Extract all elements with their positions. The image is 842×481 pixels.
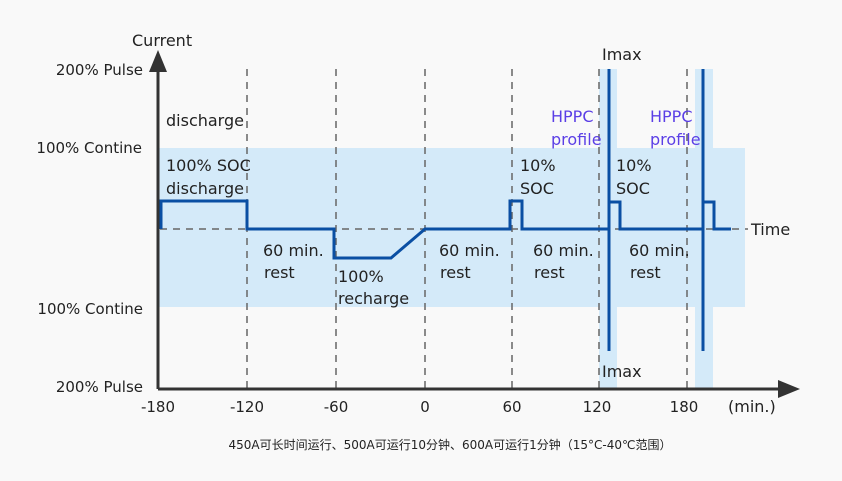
soc-label: SOC xyxy=(616,179,650,198)
hppc-profile-label: HPPC xyxy=(650,107,693,126)
x-axis-unit: (min.) xyxy=(728,397,776,416)
y-axis-title: Current xyxy=(132,31,192,50)
x-tick: 0 xyxy=(420,398,430,416)
discharge-label: discharge xyxy=(166,111,244,130)
recharge-label: recharge xyxy=(338,289,409,308)
rest-label: rest xyxy=(440,263,471,282)
rest-label: 60 min. xyxy=(439,241,500,260)
y-label-pulse-bottom: 200% Pulse xyxy=(56,378,143,396)
x-tick: 120 xyxy=(583,398,612,416)
caption: 450A可长时间运行、500A可运行10分钟、600A可运行1分钟（15°C-4… xyxy=(229,437,672,452)
x-tick: 60 xyxy=(502,398,521,416)
x-tick: -180 xyxy=(141,398,175,416)
x-tick: -60 xyxy=(324,398,349,416)
soc-discharge-label: discharge xyxy=(166,179,244,198)
x-axis-arrow xyxy=(778,380,800,398)
imax-bottom-label: Imax xyxy=(602,362,642,381)
rest-label: rest xyxy=(630,263,661,282)
soc-label: 10% xyxy=(520,156,556,175)
hppc-profile-label: HPPC xyxy=(551,107,594,126)
imax-top-label: Imax xyxy=(602,45,642,64)
soc-label: 10% xyxy=(616,156,652,175)
x-tick: 180 xyxy=(670,398,699,416)
hppc-profile-label: profile xyxy=(551,130,602,149)
x-axis-title: Time xyxy=(750,220,790,239)
rest-label: rest xyxy=(534,263,565,282)
y-label-continuous-bottom: 100% Contine xyxy=(37,300,143,318)
y-axis-arrow xyxy=(149,50,167,72)
rest-label: 60 min. xyxy=(263,241,324,260)
soc-discharge-label: 100% SOC xyxy=(166,156,251,175)
y-label-pulse-top: 200% Pulse xyxy=(56,61,143,79)
recharge-label: 100% xyxy=(338,267,384,286)
y-label-continuous-top: 100% Contine xyxy=(36,139,142,157)
rest-label: 60 min. xyxy=(533,241,594,260)
hppc-profile-label: profile xyxy=(650,130,701,149)
soc-label: SOC xyxy=(520,179,554,198)
rest-label: 60 min. xyxy=(629,241,690,260)
rest-label: rest xyxy=(264,263,295,282)
x-tick: -120 xyxy=(230,398,264,416)
